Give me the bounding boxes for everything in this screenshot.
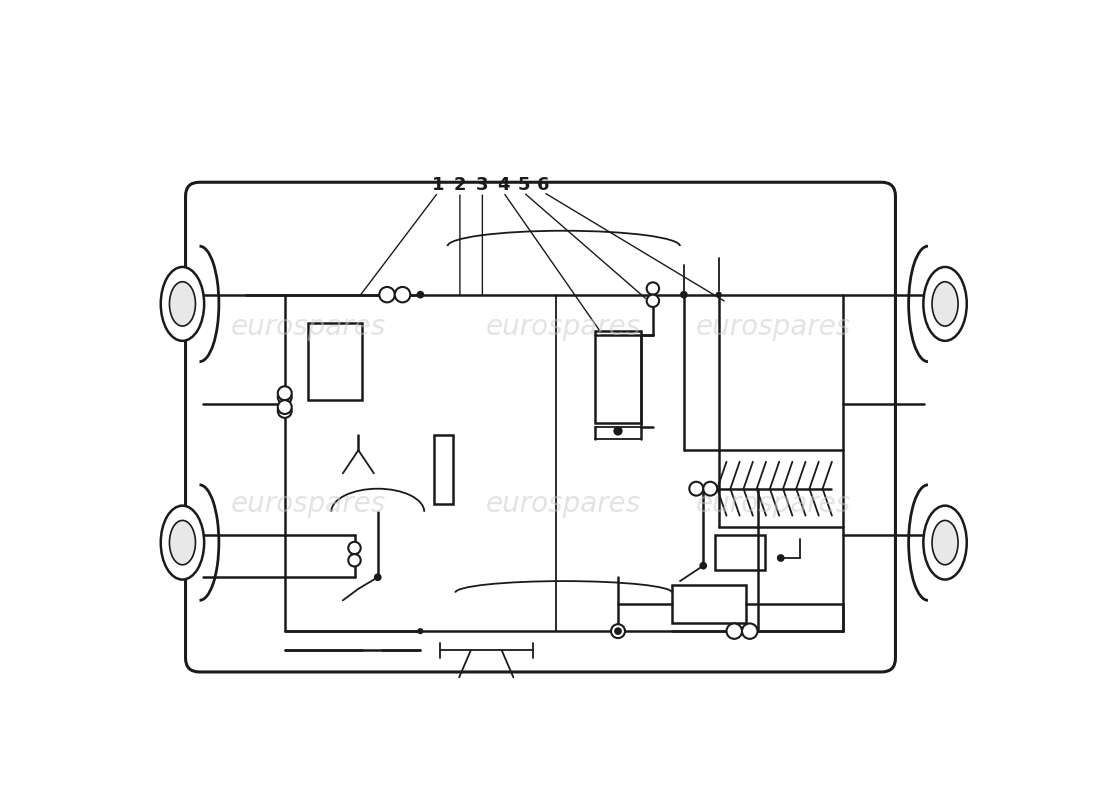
Ellipse shape <box>374 574 382 581</box>
Text: eurospares: eurospares <box>695 490 850 518</box>
Text: eurospares: eurospares <box>230 490 386 518</box>
Ellipse shape <box>278 390 292 404</box>
Text: 2: 2 <box>453 175 466 194</box>
Ellipse shape <box>726 623 742 639</box>
Ellipse shape <box>703 482 717 496</box>
Text: eurospares: eurospares <box>486 313 641 341</box>
Ellipse shape <box>932 282 958 326</box>
Ellipse shape <box>716 291 722 298</box>
Ellipse shape <box>610 624 625 638</box>
Bar <box>433 435 453 504</box>
Ellipse shape <box>647 282 659 294</box>
Ellipse shape <box>777 554 784 562</box>
Ellipse shape <box>161 506 205 579</box>
Ellipse shape <box>614 426 623 435</box>
Ellipse shape <box>417 291 425 298</box>
Text: 1: 1 <box>432 175 444 194</box>
Ellipse shape <box>278 386 292 400</box>
Bar <box>308 323 362 400</box>
Ellipse shape <box>417 628 424 634</box>
Text: 6: 6 <box>538 175 550 194</box>
Ellipse shape <box>349 542 361 554</box>
Bar <box>672 585 746 623</box>
Ellipse shape <box>278 404 292 418</box>
Text: eurospares: eurospares <box>695 313 850 341</box>
Ellipse shape <box>614 627 622 635</box>
Text: 5: 5 <box>517 175 530 194</box>
Ellipse shape <box>161 267 205 341</box>
Text: 4: 4 <box>497 175 509 194</box>
Ellipse shape <box>278 400 292 414</box>
Ellipse shape <box>742 623 758 639</box>
Text: eurospares: eurospares <box>486 490 641 518</box>
Ellipse shape <box>680 291 688 298</box>
Ellipse shape <box>169 521 196 565</box>
Ellipse shape <box>379 287 395 302</box>
Ellipse shape <box>690 482 703 496</box>
Ellipse shape <box>923 267 967 341</box>
Ellipse shape <box>923 506 967 579</box>
Ellipse shape <box>932 521 958 565</box>
Ellipse shape <box>395 287 410 302</box>
Ellipse shape <box>349 554 361 566</box>
Text: eurospares: eurospares <box>230 313 386 341</box>
Ellipse shape <box>700 562 707 570</box>
Text: 3: 3 <box>476 175 488 194</box>
Bar <box>595 331 641 423</box>
Ellipse shape <box>647 294 659 307</box>
Bar <box>715 535 766 570</box>
Ellipse shape <box>169 282 196 326</box>
